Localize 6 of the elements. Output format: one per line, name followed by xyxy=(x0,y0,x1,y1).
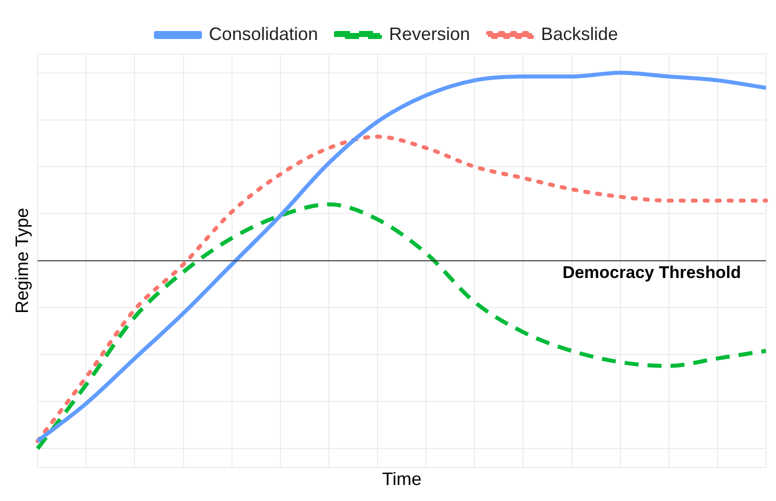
legend-label: Reversion xyxy=(389,24,470,44)
y-axis-title: Regime Type xyxy=(12,208,32,314)
legend-label: Backslide xyxy=(541,24,618,44)
x-axis-title: Time xyxy=(382,469,422,490)
ref-line-label: Democracy Threshold xyxy=(562,262,741,282)
legend-label: Consolidation xyxy=(208,24,318,44)
